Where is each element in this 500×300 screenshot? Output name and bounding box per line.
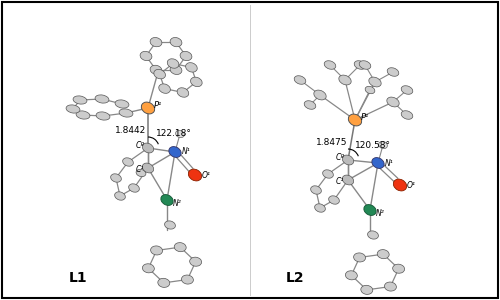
Text: P¹: P¹	[154, 101, 162, 110]
Ellipse shape	[96, 112, 110, 120]
Ellipse shape	[365, 86, 375, 94]
Ellipse shape	[180, 51, 192, 61]
Ellipse shape	[401, 86, 413, 94]
Ellipse shape	[150, 65, 162, 74]
Ellipse shape	[66, 105, 80, 113]
Ellipse shape	[159, 84, 170, 93]
Ellipse shape	[401, 111, 413, 119]
Text: 1.8442: 1.8442	[115, 126, 146, 135]
Text: N¹: N¹	[182, 148, 191, 157]
Text: L1: L1	[68, 271, 87, 285]
Ellipse shape	[368, 231, 378, 239]
Ellipse shape	[392, 264, 404, 273]
Ellipse shape	[174, 243, 186, 252]
Text: N²: N²	[173, 199, 182, 208]
Text: L2: L2	[286, 271, 304, 285]
Ellipse shape	[369, 77, 381, 87]
Ellipse shape	[188, 169, 202, 181]
Text: N²: N²	[376, 208, 385, 217]
Text: C¹: C¹	[136, 166, 144, 175]
Ellipse shape	[324, 61, 336, 69]
Ellipse shape	[150, 246, 162, 255]
Ellipse shape	[372, 158, 384, 168]
Ellipse shape	[142, 163, 154, 173]
Ellipse shape	[346, 271, 358, 280]
Text: 122.18°: 122.18°	[156, 129, 192, 138]
Ellipse shape	[119, 109, 133, 117]
Ellipse shape	[110, 174, 122, 182]
Ellipse shape	[354, 253, 366, 262]
Ellipse shape	[342, 155, 353, 165]
Ellipse shape	[76, 111, 90, 119]
Ellipse shape	[387, 97, 399, 107]
Ellipse shape	[314, 90, 326, 100]
Ellipse shape	[161, 195, 173, 206]
Ellipse shape	[310, 186, 322, 194]
Ellipse shape	[114, 192, 126, 200]
Text: C¹: C¹	[336, 178, 344, 187]
Ellipse shape	[142, 102, 154, 114]
Ellipse shape	[136, 169, 146, 177]
Ellipse shape	[142, 264, 154, 273]
Ellipse shape	[115, 100, 129, 108]
Text: N¹: N¹	[385, 158, 394, 167]
Ellipse shape	[190, 77, 202, 87]
Ellipse shape	[122, 158, 134, 166]
Ellipse shape	[140, 51, 152, 61]
Ellipse shape	[314, 204, 326, 212]
Text: Cº: Cº	[336, 152, 345, 161]
Ellipse shape	[394, 179, 406, 191]
Text: 1.8475: 1.8475	[316, 138, 348, 147]
Ellipse shape	[73, 96, 87, 104]
Ellipse shape	[294, 76, 306, 84]
Text: O¹: O¹	[407, 181, 416, 190]
Ellipse shape	[186, 63, 197, 72]
Ellipse shape	[150, 38, 162, 47]
Ellipse shape	[384, 282, 396, 291]
Ellipse shape	[348, 114, 362, 126]
Ellipse shape	[364, 205, 376, 215]
Ellipse shape	[169, 147, 181, 158]
Ellipse shape	[164, 221, 175, 229]
Ellipse shape	[359, 61, 371, 69]
Ellipse shape	[168, 59, 179, 68]
Ellipse shape	[142, 143, 154, 153]
Ellipse shape	[377, 250, 389, 259]
Ellipse shape	[378, 141, 388, 148]
Ellipse shape	[170, 38, 182, 47]
Ellipse shape	[339, 75, 351, 85]
Text: Cº: Cº	[136, 140, 145, 149]
Ellipse shape	[322, 170, 334, 178]
Ellipse shape	[354, 61, 366, 69]
Ellipse shape	[342, 175, 353, 185]
Ellipse shape	[158, 278, 170, 287]
Text: 120.58°: 120.58°	[355, 141, 391, 150]
Ellipse shape	[176, 130, 184, 138]
Ellipse shape	[328, 196, 340, 204]
Text: P¹: P¹	[361, 113, 370, 122]
Ellipse shape	[182, 275, 194, 284]
Ellipse shape	[170, 65, 182, 74]
Ellipse shape	[190, 257, 202, 266]
Ellipse shape	[387, 68, 399, 76]
Ellipse shape	[304, 101, 316, 109]
Ellipse shape	[177, 88, 188, 97]
Ellipse shape	[361, 285, 373, 294]
Text: O¹: O¹	[202, 170, 211, 179]
Ellipse shape	[154, 69, 166, 79]
Ellipse shape	[95, 95, 109, 103]
Ellipse shape	[128, 184, 140, 192]
